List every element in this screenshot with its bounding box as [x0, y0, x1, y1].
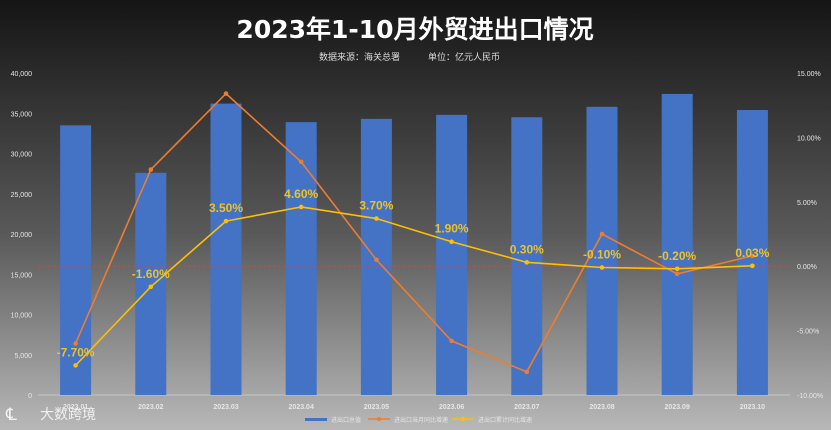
mom-series-point [223, 91, 229, 96]
bar [661, 93, 693, 396]
mom-series-line [74, 92, 753, 373]
bar [586, 106, 618, 395]
cum-data-label: 4.60% [284, 187, 318, 201]
cum-data-label: 3.50% [209, 201, 243, 215]
y-left-tick-label: 5,000 [14, 353, 32, 360]
x-tick-label: 2023.04 [289, 404, 314, 411]
cum-series-line [75, 206, 753, 366]
cum-data-label: 3.70% [359, 199, 393, 213]
bar [511, 117, 543, 396]
legend-swatch-marker [377, 417, 381, 421]
x-tick-label: 2023.10 [740, 404, 765, 411]
bar [135, 172, 167, 395]
y-right-tick-label: 15.00% [797, 71, 821, 78]
watermark-logo-icon: ℄ [5, 405, 17, 425]
chart-title: 2023年1-10月外贸进出口情况 [236, 15, 593, 44]
cum-series-point [750, 263, 755, 269]
bar [285, 122, 317, 395]
cum-series-point [524, 260, 530, 265]
cum-data-label: 0.03% [735, 246, 769, 260]
mom-series-point [148, 167, 154, 172]
y-left-tick-label: 40,000 [11, 71, 33, 78]
y-right-tick-label: 10.00% [797, 135, 821, 142]
mom-series-point [524, 369, 530, 375]
x-tick-label: 2023.06 [439, 404, 464, 411]
chart-subtitle-source: 数据来源：海关总署 [319, 51, 400, 63]
bar [60, 125, 92, 395]
cum-series-point [374, 216, 379, 221]
plot-area: 0 5,000 10,000 15,000 20,000 25,000 30,000 35,0… [11, 71, 824, 424]
y-left-tick-label: 30,000 [11, 152, 33, 159]
cum-series-point [298, 204, 304, 210]
y-right-tick-label: 0.00% [797, 264, 817, 271]
y-right-tick-label: -10.00% [797, 393, 823, 400]
cum-series-point [73, 363, 78, 368]
cum-series-point [223, 218, 229, 224]
y-left-tick-label: 10,000 [11, 313, 33, 320]
x-tick-label: 2023.03 [213, 404, 238, 411]
y-left-tick-label: 0 [28, 393, 32, 400]
y-left-tick-label: 25,000 [11, 192, 33, 199]
chart-subtitle-unit: 单位：亿元人民币 [428, 51, 500, 63]
legend-label: 进出口当月同比增速 [394, 416, 448, 424]
cum-data-label: -0.20% [658, 249, 696, 263]
cum-series-point [674, 266, 680, 272]
y-left-tick-label: 35,000 [11, 111, 33, 118]
x-tick-label: 2023.07 [514, 404, 539, 411]
x-tick-label: 2023.09 [665, 404, 690, 411]
legend-label: 进出口累计同比增速 [478, 416, 532, 424]
bar [360, 118, 392, 395]
cum-data-label: 0.30% [510, 242, 544, 256]
cum-data-label: -7.70% [57, 345, 95, 359]
bar [210, 103, 242, 395]
x-tick-label: 2023.05 [364, 404, 389, 411]
legend-label: 进出口总值 [331, 416, 361, 424]
legend-swatch-bar [305, 418, 327, 421]
cum-data-label: -0.10% [583, 247, 621, 261]
y-right-tick-label: 5.00% [797, 200, 817, 207]
mom-series-point [449, 338, 454, 344]
mom-series-point [674, 271, 680, 277]
y-left-tick-label: 15,000 [11, 272, 33, 279]
mom-series-point [298, 159, 304, 165]
cum-series-point [449, 239, 454, 245]
cum-series-point [599, 265, 605, 270]
legend-swatch-marker [461, 417, 465, 421]
y-left-tick-label: 20,000 [11, 232, 33, 239]
cum-series-point [148, 284, 154, 290]
x-tick-label: 2023.02 [138, 404, 163, 411]
mom-series-point [374, 257, 379, 263]
mom-series-point [73, 341, 78, 346]
x-tick-label: 2023.01 [63, 404, 88, 411]
y-right-tick-label: -5.00% [797, 329, 819, 336]
mom-series-point [599, 231, 605, 237]
watermark-text: 大数跨境 [40, 407, 96, 423]
bar [436, 114, 468, 396]
mom-series-point [750, 253, 755, 259]
x-tick-label: 2023.08 [589, 404, 614, 411]
bar [736, 110, 768, 395]
cum-data-label: 1.90% [435, 222, 469, 236]
cum-data-label: -1.60% [132, 267, 170, 281]
watermark: ℄ 大数跨境 [5, 405, 96, 425]
